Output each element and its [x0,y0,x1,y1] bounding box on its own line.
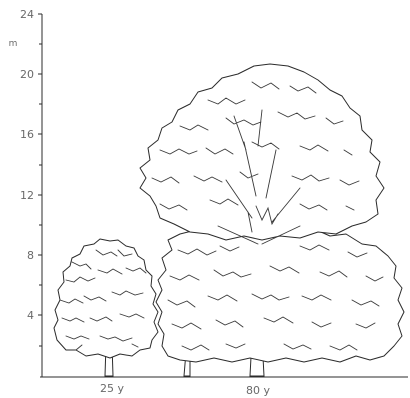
tree-80-upper-crown [139,63,385,241]
tree-80-years [139,63,405,377]
tree-25-crown [53,238,159,359]
y-tick-label-4: 4 [27,309,34,322]
tree-80-lower-crown [155,227,405,363]
y-axis-unit: m [9,39,18,49]
tree-80-label: 80 y [246,384,270,397]
tree-80-lower-detail [167,244,384,351]
y-tick-label-24: 24 [20,8,34,21]
y-tick-label-20: 20 [20,68,34,81]
y-tick-label-12: 12 [20,189,34,202]
tree-25-label: 25 y [100,382,124,395]
y-tick-label-16: 16 [20,128,34,141]
y-tick-label-8: 8 [27,249,34,262]
y-axis: 24 20 16 12 8 4 m [9,8,43,377]
tree-80-foliage-detail [151,81,360,245]
tree-25-years [53,238,159,377]
tree-25-foliage-detail [59,249,147,351]
